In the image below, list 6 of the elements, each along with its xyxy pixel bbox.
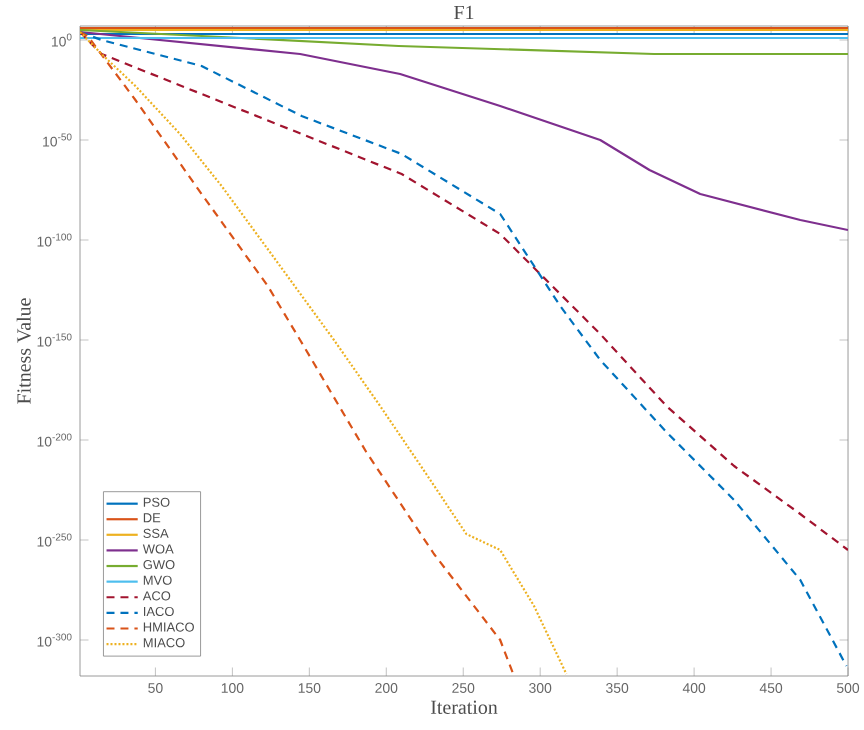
x-axis-title: Iteration [430, 700, 498, 714]
line-series [80, 30, 849, 232]
line-series [80, 28, 849, 56]
y-axis-title: Fitness Value [16, 298, 31, 404]
line-series [80, 30, 849, 552]
chart-title: F1 [454, 5, 474, 19]
